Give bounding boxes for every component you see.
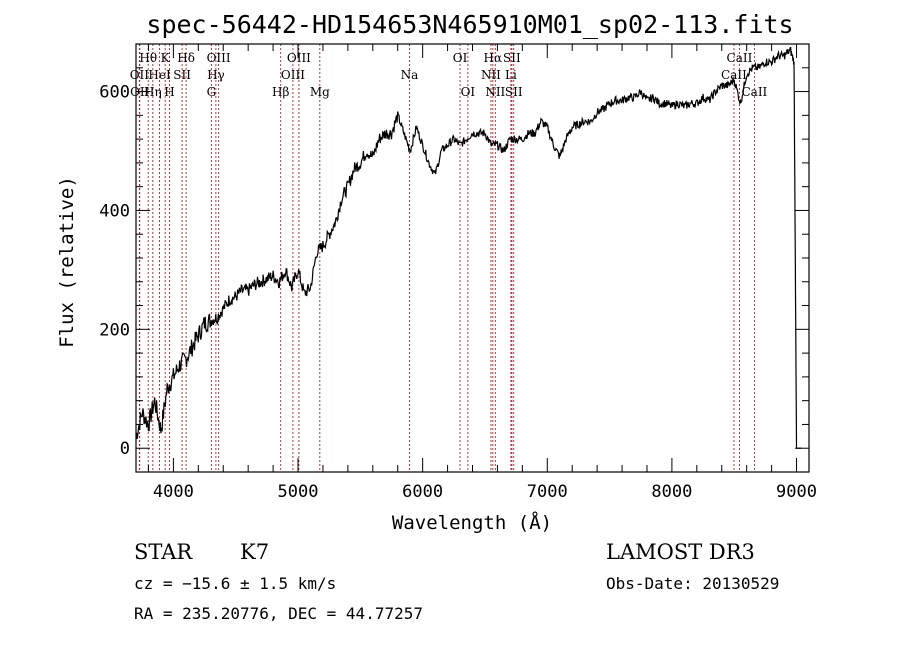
emission-line-label: Hβ bbox=[272, 85, 289, 99]
emission-line-label: Na bbox=[401, 68, 419, 82]
emission-line-label: Hθ bbox=[139, 51, 157, 65]
emission-line-label: K bbox=[161, 51, 171, 65]
chart-title: spec-56442-HD154653N465910M01_sp02-113.f… bbox=[146, 10, 793, 39]
emission-line-label: Hγ bbox=[207, 68, 225, 82]
x-tick-label: 6000 bbox=[402, 482, 443, 502]
emission-line-label: CaII bbox=[727, 51, 753, 65]
emission-line-label: OI bbox=[461, 85, 476, 99]
object-subclass: K7 bbox=[240, 540, 269, 564]
x-tick-label: 5000 bbox=[278, 482, 319, 502]
y-axis-ticks: 0 200 400 600 bbox=[99, 43, 809, 473]
y-tick-label: 200 bbox=[99, 320, 130, 340]
emission-line-label: HeI bbox=[148, 68, 171, 82]
plot-frame bbox=[135, 43, 810, 473]
emission-line-label: Hα bbox=[484, 51, 503, 65]
y-tick-label: 400 bbox=[99, 201, 130, 221]
x-axis-ticks: 4000 5000 6000 7000 8000 9000 bbox=[147, 44, 817, 502]
x-tick-label: 4000 bbox=[153, 482, 194, 502]
y-axis-label: Flux (relative) bbox=[56, 176, 78, 348]
spectrum-line bbox=[135, 47, 802, 449]
redshift-text: cz = −15.6 ± 1.5 km/s bbox=[134, 574, 336, 593]
y-tick-label: 600 bbox=[99, 83, 130, 103]
emission-line-label: OI bbox=[453, 51, 468, 65]
emission-line-label: H bbox=[164, 85, 174, 99]
survey-name: LAMOST DR3 bbox=[606, 540, 755, 564]
emission-line-label: SII bbox=[505, 85, 523, 99]
emission-line-label: SII bbox=[173, 68, 191, 82]
emission-line-label: OII bbox=[130, 68, 150, 82]
emission-line-label: OIII bbox=[207, 51, 231, 65]
x-tick-label: 9000 bbox=[776, 482, 817, 502]
emission-line-label: OIII bbox=[287, 51, 311, 65]
emission-line-label: G bbox=[207, 85, 217, 99]
emission-line-label: Mg bbox=[310, 85, 330, 99]
emission-line-label: OIII bbox=[281, 68, 305, 82]
emission-line-label: Hη bbox=[144, 85, 162, 99]
emission-line-label: CaII bbox=[741, 85, 767, 99]
emission-line-label: Hδ bbox=[177, 51, 195, 65]
emission-line-label: CaII bbox=[721, 68, 747, 82]
emission-line-markers bbox=[138, 44, 755, 472]
emission-line-label: Li bbox=[505, 68, 517, 82]
x-tick-label: 8000 bbox=[651, 482, 692, 502]
coordinates: RA = 235.20776, DEC = 44.77257 bbox=[134, 604, 423, 623]
x-tick-label: 7000 bbox=[527, 482, 568, 502]
obs-date: Obs-Date: 20130529 bbox=[606, 574, 779, 593]
x-axis-label: Wavelength (Å) bbox=[392, 511, 552, 534]
emission-line-label: NII bbox=[481, 68, 501, 82]
emission-line-label: NII bbox=[485, 85, 505, 99]
emission-line-label: SII bbox=[503, 51, 521, 65]
y-tick-label: 0 bbox=[120, 439, 130, 459]
object-class: STAR bbox=[134, 540, 193, 564]
